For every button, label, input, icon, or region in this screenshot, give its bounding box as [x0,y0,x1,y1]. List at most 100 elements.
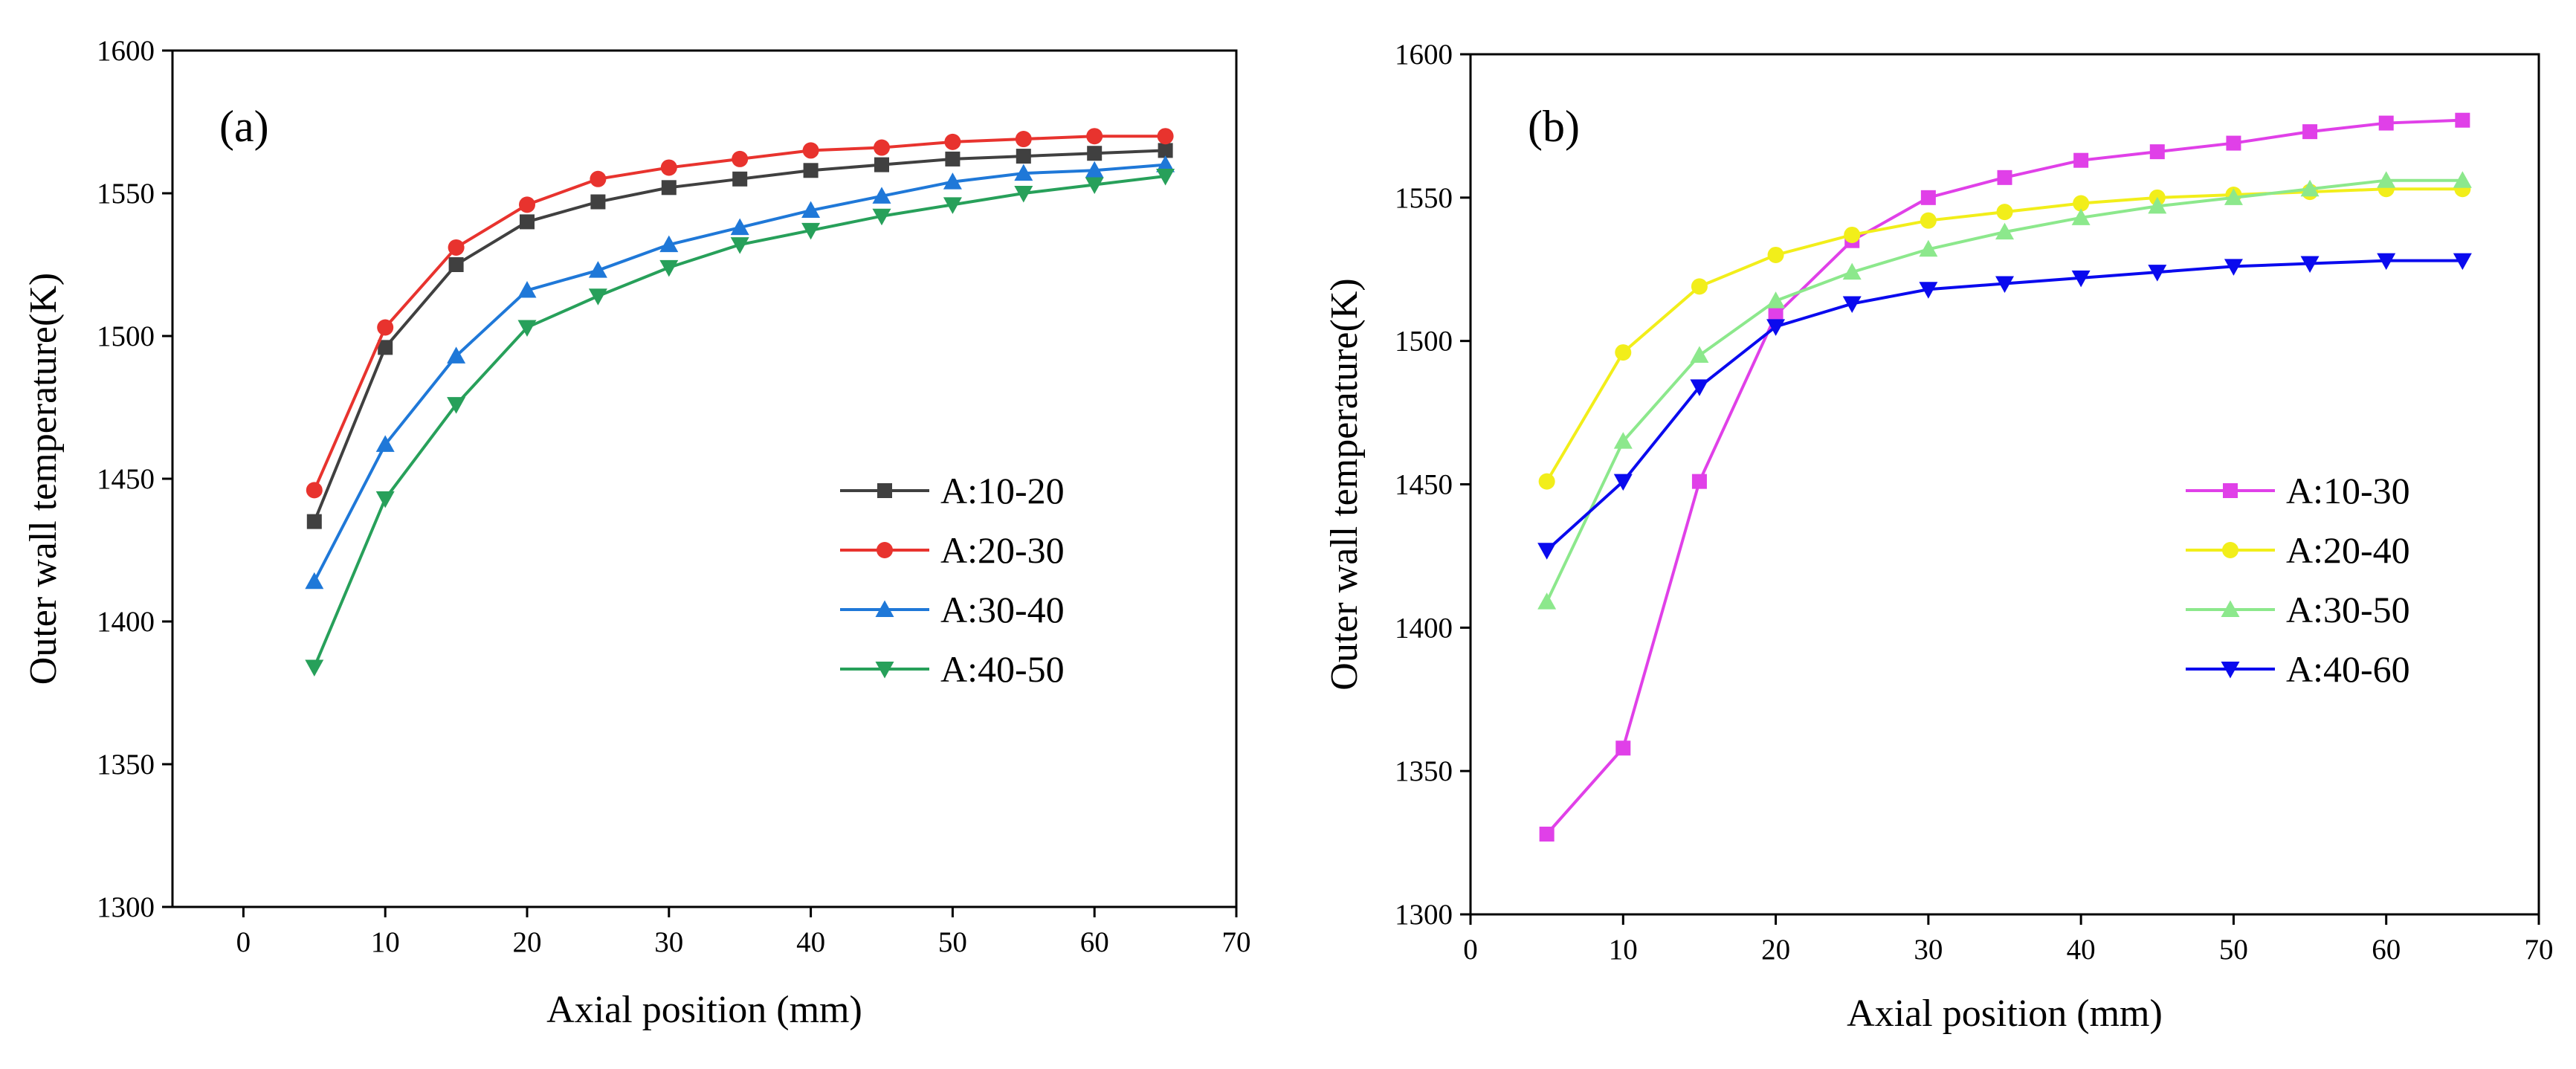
data-point [588,288,607,306]
data-point [801,201,821,219]
x-tick-label: 70 [1222,926,1251,958]
data-point [874,157,889,172]
data-point [2148,196,2167,214]
data-point [1539,827,1555,842]
x-tick-label: 10 [371,926,400,958]
data-point [1015,131,1032,148]
data-point [2302,124,2318,140]
data-point [2378,115,2394,131]
legend-label: A:40-60 [2286,648,2410,690]
series-A:30-40 [305,155,1175,590]
data-point [2300,179,2320,197]
y-tick-label: 1450 [1395,469,1453,501]
data-point [2149,144,2165,160]
y-tick-label: 1400 [1395,612,1453,644]
panel-b: 0 10 20 30 40 50 60 70 1300 1350 1400 1450 1500 1550 1… [1323,39,2554,1035]
data-point [2455,112,2470,128]
x-tick-label: 20 [513,926,542,958]
data-point [1537,543,1557,560]
data-point [1085,177,1104,194]
data-point [1691,474,1707,489]
data-point [375,491,395,508]
panel-a: 0 10 20 30 40 50 60 70 1300 1350 1400 1450 1500 1550 1… [22,35,1251,1031]
data-point [801,222,821,240]
data-point [1537,592,1557,610]
y-axis-title: Outer wall temperature(K) [1323,278,1366,690]
data-point [1766,319,1786,336]
data-point [1613,474,1633,491]
data-point [659,259,679,277]
legend: A:10-30 A:20-40 A:30-50 A:40-60 [2186,470,2410,690]
data-point [448,257,464,272]
y-axis-title: Outer wall temperature(K) [22,273,65,685]
data-point [305,572,324,590]
data-point [660,159,677,176]
x-tick-label: 40 [796,926,825,958]
data-point [1766,291,1786,309]
data-point [1767,246,1784,263]
data-point [519,196,535,213]
data-point [1842,296,1862,314]
data-point [1919,282,1938,299]
data-point [802,142,819,159]
legend-marker [877,483,892,498]
data-point [2073,152,2089,168]
data-point [447,346,466,364]
series-line [312,135,1166,491]
data-point [1615,740,1631,756]
data-point [2377,253,2396,271]
panel-label: (a) [219,102,269,151]
data-point [1014,186,1033,203]
x-tick-label: 60 [2372,934,2401,966]
legend-marker [2222,542,2238,558]
legend-marker [877,542,893,558]
data-point [943,197,962,214]
legend-label: A:20-40 [2286,529,2410,571]
data-point [448,239,465,256]
data-point [590,170,607,187]
data-point [1920,190,1936,205]
data-point [732,171,748,187]
data-point [730,237,749,254]
legend-marker [875,600,894,617]
data-point [872,187,891,204]
data-point [305,659,324,676]
data-point [2073,195,2090,212]
legend-label: A:30-40 [940,589,1065,630]
data-point [377,319,394,336]
x-tick-label: 10 [1609,934,1638,966]
data-point [1086,128,1103,145]
legend-label: A:10-20 [940,470,1065,511]
data-point [2071,208,2091,225]
series-A:40-60 [1537,253,2472,560]
legend-marker [875,662,894,679]
data-point [943,172,962,190]
data-point [447,397,466,414]
x-axis-title: Axial position (mm) [546,989,862,1031]
data-point [732,150,749,167]
data-point [874,139,890,156]
data-point [1996,204,2013,221]
data-point [1690,379,1709,396]
data-point [590,194,606,210]
data-point [1995,276,2014,294]
data-point [1613,432,1633,449]
y-tick-label: 1300 [97,891,155,923]
data-point [517,320,537,337]
series-A:30-50 [1537,171,2472,610]
x-tick-label: 70 [2525,934,2554,966]
series-A:10-20 [306,143,1173,529]
data-point [378,340,393,355]
data-point [520,214,535,230]
data-point [1085,161,1104,178]
legend-label: A:30-50 [2286,589,2410,630]
data-point [1156,155,1175,172]
data-point [2377,171,2396,188]
data-point [1997,169,2012,185]
data-point [661,180,677,196]
data-point [1538,473,1555,490]
data-point [306,482,323,499]
data-point [1920,212,1937,229]
data-point [945,151,961,167]
data-point [2453,171,2472,188]
